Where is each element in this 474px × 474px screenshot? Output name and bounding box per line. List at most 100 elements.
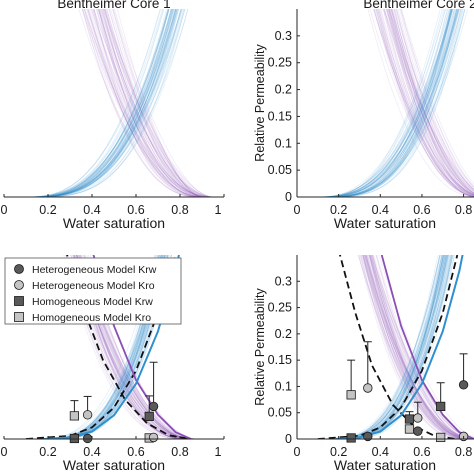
krw-realisation-line: [297, 255, 446, 439]
krw-realisation-line: [297, 255, 444, 439]
krw-realisation-line: [4, 9, 189, 197]
kro-realisation-line: [364, 255, 474, 439]
krw-realisation-line: [297, 9, 452, 197]
krw-realisation-line: [4, 9, 175, 197]
kro-realisation-line: [389, 9, 474, 197]
kro-realisation-line: [369, 255, 474, 439]
krw-realisation-line: [297, 9, 454, 197]
kro-realisation-line: [93, 9, 224, 197]
ensemble-layer: [297, 9, 474, 197]
krw-realisation-line: [4, 255, 164, 439]
kro-realisation-line: [98, 9, 224, 197]
krw-realisation-line: [4, 9, 170, 197]
legend-marker-dark-square-icon: [14, 296, 24, 306]
kro-realisation-line: [369, 255, 474, 439]
krw-realisation-line: [4, 9, 177, 197]
kro-realisation-line: [89, 9, 224, 197]
krw-realisation-line: [297, 255, 444, 439]
kro-realisation-line: [393, 9, 474, 197]
krw-realisation-line: [4, 9, 174, 197]
panel-bottom-right: 0 0.2 0.4 0.6 0.8 0 0.05 0.1 0.15 0.2 0.25 0.3 Wat…: [253, 255, 474, 473]
kro-realisation-line: [395, 9, 474, 192]
krw-realisation-line: [4, 255, 164, 439]
kro-realisation-line: [378, 9, 474, 197]
kro-realisation-line: [380, 9, 474, 196]
kro-realisation-line: [392, 9, 474, 194]
krw-realisation-line: [297, 9, 452, 197]
kro-realisation-line: [357, 255, 474, 439]
krw-realisation-line: [297, 9, 453, 197]
kro-realisation-line: [372, 255, 474, 439]
krw-realisation-line: [4, 9, 179, 197]
krw-realisation-line: [4, 9, 172, 197]
kro-realisation-line: [370, 255, 474, 439]
krw-realisation-line: [4, 255, 158, 439]
krw-realisation-line: [4, 9, 174, 197]
krw-realisation-line: [297, 9, 453, 197]
krw-realisation-line: [4, 9, 177, 197]
krw-realisation-line: [4, 255, 161, 439]
krw-realisation-line: [4, 255, 163, 439]
krw-realisation-line: [4, 255, 168, 439]
kro-realisation-line: [362, 255, 474, 439]
kro-realisation-line: [397, 9, 474, 189]
kro-realisation-line: [77, 255, 224, 439]
kro-realisation-line: [365, 255, 474, 439]
krw-realisation-line: [4, 255, 169, 439]
kro-ensemble: [63, 255, 224, 439]
y-tick-label: 0.25: [268, 301, 292, 315]
kro-realisation-line: [374, 9, 474, 196]
krw-realisation-line: [297, 9, 456, 197]
krw-realisation-line: [297, 255, 443, 439]
krw-realisation-line: [4, 9, 178, 197]
kro-realisation-line: [376, 255, 474, 439]
kro-realisation-line: [387, 9, 474, 197]
krw-realisation-line: [297, 255, 454, 439]
krw-realisation-line: [4, 9, 179, 197]
kro-realisation-line: [98, 9, 224, 197]
kro-realisation-line: [96, 9, 224, 197]
kro-realisation-line: [365, 255, 474, 439]
krw-realisation-line: [297, 255, 444, 439]
x-tick-labels: 0 0.2 0.4 0.6 0.8: [294, 194, 472, 217]
homogeneous-kro-marker: [436, 432, 446, 443]
krw-realisation-line: [4, 255, 162, 439]
krw-realisation-line: [297, 255, 446, 439]
krw-realisation-line: [4, 9, 185, 197]
krw-realisation-line: [4, 255, 167, 439]
kro-ensemble: [367, 9, 474, 197]
x-tick-label: 0.6: [413, 445, 430, 459]
krw-realisation-line: [4, 255, 166, 439]
krw-realisation-line: [4, 9, 169, 197]
krw-realisation-line: [297, 255, 452, 439]
krw-realisation-line: [297, 9, 466, 197]
krw-realisation-line: [4, 255, 156, 439]
krw-realisation-line: [4, 9, 189, 197]
kro-realisation-line: [362, 255, 474, 439]
legend-box: [4, 257, 182, 325]
kro-realisation-line: [373, 9, 474, 196]
kro-realisation-line: [369, 255, 474, 439]
ensemble-layer: [4, 9, 224, 197]
kro-realisation-line: [363, 255, 474, 439]
y-tick-label: 0.15: [268, 353, 292, 367]
kro-realisation-line: [395, 9, 474, 194]
x-tick-label: 0.6: [127, 203, 144, 217]
krw-realisation-line: [4, 9, 180, 197]
krw-realisation-line: [297, 255, 448, 439]
kro-realisation-line: [401, 9, 474, 185]
krw-realisation-line: [4, 9, 170, 197]
krw-realisation-line: [297, 255, 445, 439]
kro-realisation-line: [364, 255, 474, 439]
krw-realisation-line: [4, 9, 161, 197]
kro-realisation-line: [101, 9, 224, 197]
krw-realisation-line: [297, 255, 449, 439]
kro-realisation-line: [113, 9, 224, 197]
kro-realisation-line: [369, 255, 474, 439]
x-tick-label: 0.8: [171, 203, 188, 217]
krw-realisation-line: [297, 255, 446, 439]
krw-realisation-line: [4, 255, 166, 439]
krw-realisation-line: [297, 255, 439, 439]
kro-realisation-line: [359, 255, 474, 439]
heterogeneous-kro-marker: [82, 410, 93, 420]
